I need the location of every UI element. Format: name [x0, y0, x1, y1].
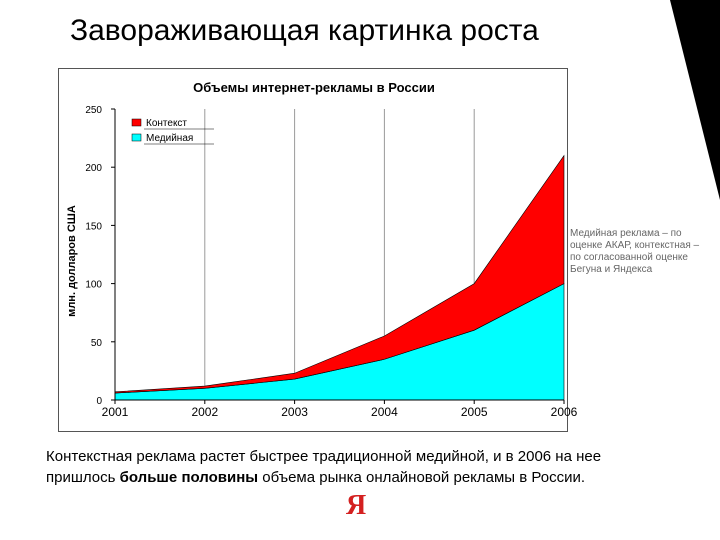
y-tick-label-250: 250 [85, 105, 102, 116]
x-tick-label-2006: 2006 [551, 405, 578, 419]
area-series-context [114, 154, 565, 394]
y-tick-label-0: 0 [96, 396, 102, 407]
slide-title: Завораживающая картинка роста [70, 14, 539, 47]
y-tick-label-100: 100 [85, 280, 102, 291]
yandex-logo: Я [346, 490, 367, 521]
chart-title: Объемы интернет-рекламы в России [193, 80, 435, 95]
legend-swatch-context [131, 118, 142, 127]
chart-plot: 0 50 100 150 200 250 2001 2002 2003 2004 2005 2006 К… [85, 105, 578, 419]
source-note: Медийная реклама – по оценке АКАР, конте… [570, 228, 700, 275]
caption-bold-text: больше половины [119, 469, 259, 486]
legend-label-media: Медийная [146, 133, 193, 144]
legend-swatch-media [131, 133, 142, 142]
decorative-white-wedge [630, 0, 720, 540]
y-tick-label-150: 150 [85, 221, 102, 232]
x-tick-label-2001: 2001 [102, 405, 129, 419]
legend-label-context: Контекст [146, 118, 187, 129]
y-tick-label-200: 200 [85, 163, 102, 174]
caption-text-2: объема рынка онлайновой рекламы в России… [258, 469, 585, 486]
x-tick-label-2004: 2004 [371, 405, 398, 419]
slide-caption: Контекстная реклама растет быстрее тради… [46, 446, 626, 488]
caption-text-1: Контекстная реклама растет быстрее тради… [46, 448, 602, 486]
x-tick-label-2002: 2002 [191, 405, 218, 419]
x-tick-label-2003: 2003 [281, 405, 308, 419]
y-tick-label-50: 50 [91, 338, 103, 349]
x-tick-label-2005: 2005 [461, 405, 488, 419]
